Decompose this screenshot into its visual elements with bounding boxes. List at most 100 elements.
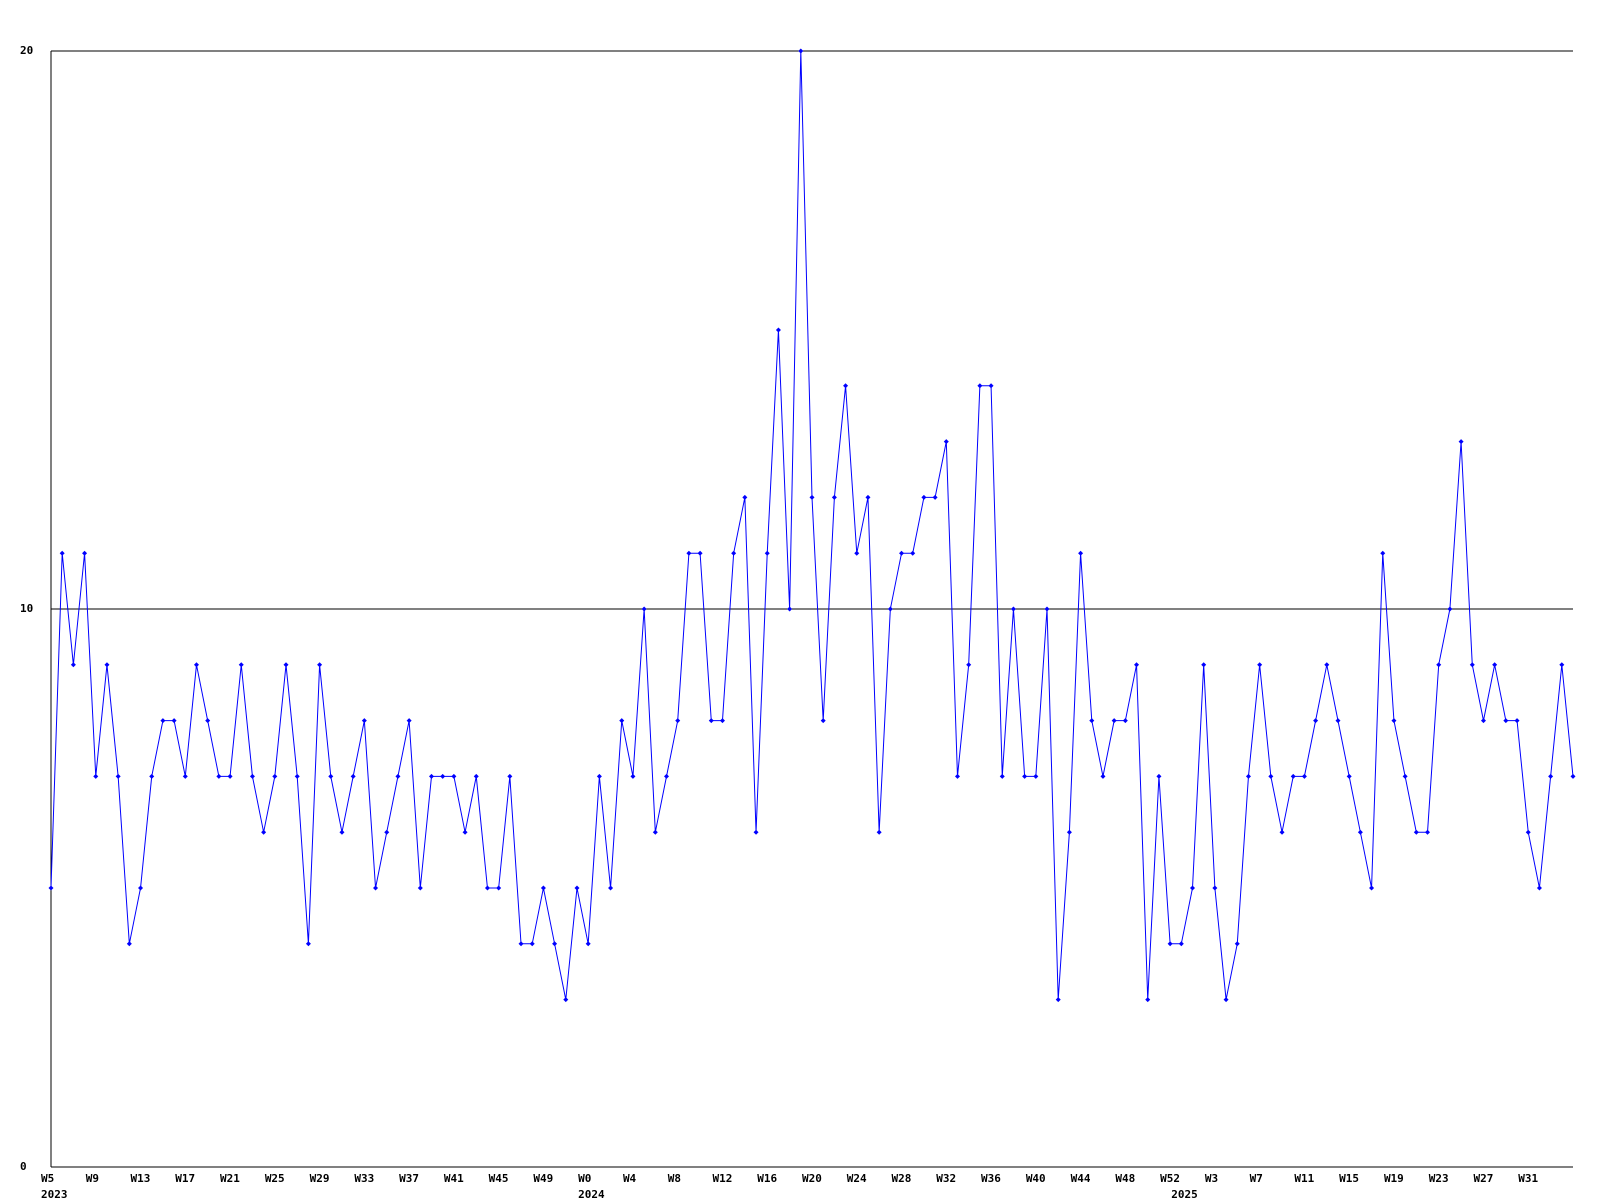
x-tick-label: W0 [578,1172,591,1185]
data-point [1055,997,1061,1003]
data-point [1391,718,1397,724]
data-point [608,885,614,891]
year-label: 2025 [1171,1188,1198,1200]
data-point [384,829,390,835]
data-point [1380,550,1386,556]
data-point [1268,773,1274,779]
data-point [361,718,367,724]
data-point [999,773,1005,779]
data-point [317,662,323,668]
data-point [876,829,882,835]
x-tick-label: W20 [802,1172,822,1185]
data-point [865,494,871,500]
data-point [160,718,166,724]
data-point [440,773,446,779]
data-point [272,773,278,779]
data-point [294,773,300,779]
data-point [417,885,423,891]
y-tick-label: 20 [20,44,33,57]
data-point [887,606,893,612]
data-line [50,50,1574,1000]
data-point [1111,718,1117,724]
data-point [719,718,725,724]
data-point [1022,773,1028,779]
data-point [988,383,994,389]
data-point [1425,829,1431,835]
data-point [1178,941,1184,947]
data-point [451,773,457,779]
data-point [664,773,670,779]
data-point [115,773,121,779]
data-point [171,718,177,724]
data-point [596,773,602,779]
data-point [205,718,211,724]
data-point [1514,718,1520,724]
x-tick-label: W13 [131,1172,151,1185]
x-tick-label: W16 [757,1172,777,1185]
x-tick-label: W41 [444,1172,464,1185]
data-point [1559,662,1565,668]
x-tick-label: W48 [1115,1172,1135,1185]
data-point [1044,606,1050,612]
x-tick-label: W29 [310,1172,330,1185]
data-point [954,773,960,779]
data-point [1480,718,1486,724]
x-tick-label: W27 [1473,1172,1493,1185]
data-point [831,494,837,500]
data-point [238,662,244,668]
data-point [1469,662,1475,668]
data-point [652,829,658,835]
data-point [1570,773,1576,779]
data-point [48,885,54,891]
x-tick-label: W19 [1384,1172,1404,1185]
data-point [1413,829,1419,835]
data-point [977,383,983,389]
x-tick-label: W31 [1518,1172,1538,1185]
data-point [406,718,412,724]
data-point [373,885,379,891]
data-point [193,662,199,668]
data-point [1536,885,1542,891]
data-point [753,829,759,835]
data-point [395,773,401,779]
data-point [1167,941,1173,947]
data-point [1201,662,1207,668]
data-point [619,718,625,724]
data-point [1369,885,1375,891]
data-point [1223,997,1229,1003]
data-point [1212,885,1218,891]
data-point [1190,885,1195,891]
x-tick-label: W3 [1205,1172,1218,1185]
data-point [1089,718,1095,724]
data-point [563,997,569,1003]
x-tick-label: W9 [86,1172,99,1185]
data-point [82,550,88,556]
data-point [507,773,513,779]
x-tick-label: W4 [623,1172,637,1185]
data-point [529,941,535,947]
data-point [775,327,781,333]
year-label: 2024 [578,1188,605,1200]
data-point [1492,662,1498,668]
data-point [249,773,255,779]
data-point [328,773,334,779]
data-point [70,662,76,668]
data-point [1145,997,1151,1003]
data-point [283,662,289,668]
data-point [1033,773,1039,779]
data-point [697,550,703,556]
data-point [686,550,692,556]
x-tick-label: W15 [1339,1172,1359,1185]
data-point [910,550,916,556]
x-tick-label: W49 [533,1172,553,1185]
data-point [473,773,479,779]
data-point [1245,773,1251,779]
data-point [764,550,770,556]
x-tick-label: W44 [1071,1172,1091,1185]
data-point [1134,662,1140,668]
x-tick-label: W21 [220,1172,240,1185]
data-point [731,550,737,556]
data-point [1324,662,1330,668]
data-point [921,494,927,500]
data-point [59,550,65,556]
